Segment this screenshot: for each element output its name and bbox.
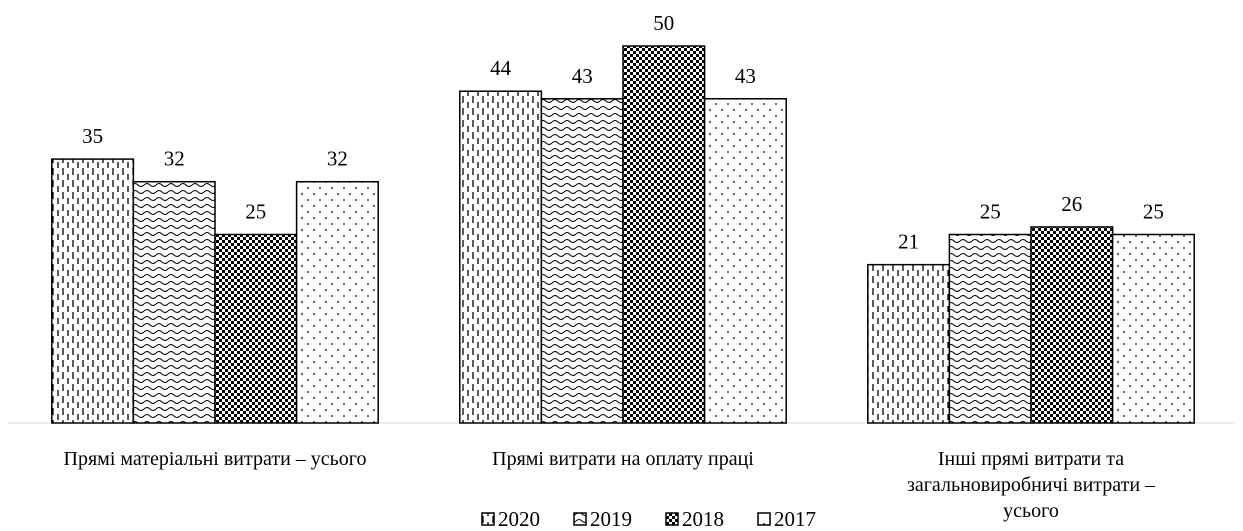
bar	[867, 263, 951, 424]
x-tick-label: Інші прямі витрати та загальновиробничі …	[906, 448, 1156, 522]
data-label: 25	[1143, 200, 1164, 224]
legend-swatch	[757, 512, 771, 526]
legend-label: 2019	[590, 507, 632, 531]
bar	[295, 180, 379, 424]
legend-swatch	[481, 512, 495, 526]
legend-swatch	[573, 512, 587, 526]
bar	[622, 45, 706, 424]
data-label: 25	[980, 200, 1001, 224]
bar	[459, 90, 543, 424]
bar	[703, 98, 787, 424]
data-label: 50	[653, 11, 674, 35]
data-label: 32	[164, 147, 185, 171]
data-label: 25	[245, 200, 266, 224]
bar	[51, 158, 135, 424]
data-label: 32	[327, 147, 348, 171]
data-label: 26	[1061, 192, 1082, 216]
data-label: 44	[490, 56, 512, 80]
legend-label: 2018	[682, 507, 724, 531]
bar	[1111, 233, 1195, 424]
x-tick-label: Прямі витрати на оплату праці	[492, 448, 754, 470]
legend-label: 2017	[774, 507, 816, 531]
data-label: 35	[82, 124, 103, 148]
bar	[1030, 226, 1114, 424]
bar	[214, 233, 298, 424]
bar	[948, 233, 1032, 424]
data-label: 43	[735, 64, 756, 88]
legend-label: 2020	[498, 507, 540, 531]
x-tick-label: Прямі матеріальні витрати – усього	[63, 448, 367, 470]
bar	[540, 98, 624, 424]
legend-swatch	[665, 512, 679, 526]
bar	[132, 180, 216, 424]
data-label: 21	[898, 230, 919, 254]
data-label: 43	[572, 64, 593, 88]
